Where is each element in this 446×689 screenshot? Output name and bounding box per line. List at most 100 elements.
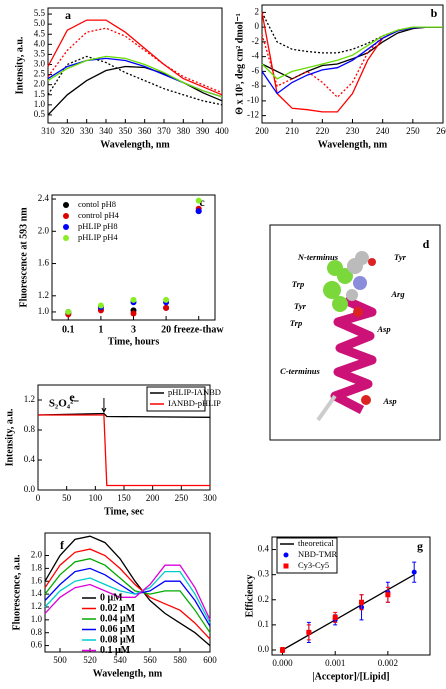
series-line: [47, 19, 223, 96]
y-tick-label: 1.2: [24, 394, 35, 404]
legend-swatch: [283, 552, 289, 558]
series-line: [44, 570, 211, 624]
y-tick-label: -2: [252, 36, 260, 46]
series-line: [47, 57, 223, 98]
x-tick-label: 340: [99, 126, 113, 136]
series-line: [47, 27, 223, 94]
legend-swatch: [63, 202, 69, 208]
structure-label: Arg: [390, 289, 405, 299]
x-tick-label: 20: [161, 324, 171, 335]
y-tick-label: 0.4: [258, 544, 270, 554]
legend-frame: [146, 386, 206, 412]
structure-label: Trp: [290, 318, 302, 328]
x-tick-label: 330: [80, 126, 94, 136]
series-line: [261, 26, 443, 95]
y-tick-label: -12: [247, 110, 259, 120]
y-axis-label: Intensity, a.u.: [14, 36, 25, 94]
series-line: [261, 26, 443, 99]
legend-label: NBD-TMR: [298, 549, 338, 559]
point: [280, 647, 286, 653]
x-tick-label: 310: [41, 126, 55, 136]
y-tick-label: 2.4: [38, 193, 50, 203]
y-tick-label: 2: [255, 6, 260, 16]
point: [97, 302, 104, 309]
series-line: [44, 567, 211, 627]
annotation: S₂O₄²⁻: [49, 398, 80, 410]
y-tick-label: 0.0: [24, 484, 36, 494]
x-tick-label: 540: [113, 655, 127, 665]
x-axis-label: Wavelength, nm: [93, 668, 163, 679]
x-tick-label: 1: [98, 324, 103, 335]
y-tick-label: 1.0: [31, 614, 43, 624]
y-tick-label: 0.1: [258, 619, 269, 629]
x-tick-label: 580: [173, 655, 187, 665]
x-tick-label: 210: [285, 126, 299, 136]
panel-label: e: [69, 390, 75, 404]
y-tick-label: 1.6: [31, 575, 43, 585]
y-tick-label: 0.5: [34, 109, 46, 119]
x-tick-label: 380: [177, 126, 191, 136]
series-line: [261, 12, 443, 54]
point: [195, 197, 202, 204]
y-axis-label: Fluorescence, a.u.: [11, 554, 22, 630]
y-tick-label: 1.4: [31, 588, 43, 598]
x-tick-label: 260: [436, 126, 446, 136]
series-line: [44, 535, 211, 647]
y-axis-label: Intensity, a.u.: [4, 408, 15, 466]
x-tick-label: 250: [406, 126, 420, 136]
series-line: [282, 574, 415, 651]
x-tick-label: freeze-thaw: [174, 324, 225, 335]
y-tick-label: 0.4: [24, 454, 36, 464]
y-tick-label: 3.5: [34, 48, 46, 58]
x-tick-label: 50: [62, 493, 72, 503]
legend-label: control pH4: [78, 210, 120, 220]
panel-label: d: [423, 237, 430, 251]
legend-label: 0.1 μM: [100, 645, 131, 656]
x-axis-label: Wavelength, nm: [318, 139, 388, 150]
x-tick-label: 350: [119, 126, 133, 136]
y-tick-label: -4: [252, 51, 260, 61]
x-axis-label: Time, hours: [108, 336, 160, 347]
y-tick-label: 0.8: [24, 424, 36, 434]
x-tick-label: 240: [376, 126, 390, 136]
x-tick-label: 150: [117, 493, 131, 503]
legend-swatch: [283, 563, 289, 569]
y-tick-label: 2.0: [31, 550, 43, 560]
structure-label: C-terminus: [280, 366, 320, 376]
structure-label: Asp: [376, 324, 390, 334]
y-tick-label: 1.2: [38, 290, 49, 300]
x-tick-label: 400: [215, 126, 229, 136]
x-tick-label: 560: [143, 655, 157, 665]
x-tick-label: 3: [131, 324, 136, 335]
series-line: [44, 548, 211, 640]
point: [385, 592, 391, 598]
legend-label: 0.06 μM: [100, 624, 136, 635]
series-line: [261, 26, 443, 80]
point: [195, 208, 202, 215]
structure-label: N-terminus: [297, 252, 339, 262]
panel-label: f: [60, 538, 65, 552]
y-tick-label: 0.8: [31, 627, 43, 637]
y-axis-label: Fluorescence at 593 nm: [18, 207, 29, 308]
legend-label: pHLIP pH4: [78, 232, 118, 242]
point: [130, 310, 137, 317]
x-tick-label: 0.000: [272, 658, 293, 668]
y-axis-label: Θ x 10³, deg cm² dmol⁻¹: [234, 13, 245, 115]
point: [411, 569, 417, 575]
x-tick-label: 230: [346, 126, 360, 136]
structure-label: Trp: [292, 279, 304, 289]
panel-label: a: [65, 8, 71, 22]
y-tick-label: -6: [252, 65, 260, 75]
series-line: [44, 564, 211, 621]
legend-swatch: [63, 224, 69, 230]
y-tick-label: 1.5: [34, 89, 46, 99]
y-tick-label: 1.0: [34, 99, 46, 109]
legend-label: pHLIP-IANBD: [168, 387, 221, 397]
y-tick-label: 0.3: [258, 569, 270, 579]
legend-label: contol pH8: [78, 199, 116, 209]
y-tick-label: 4.0: [34, 38, 46, 48]
y-axis-label: Efficiency: [244, 575, 255, 618]
point: [130, 296, 137, 303]
legend-swatch: [63, 213, 69, 219]
